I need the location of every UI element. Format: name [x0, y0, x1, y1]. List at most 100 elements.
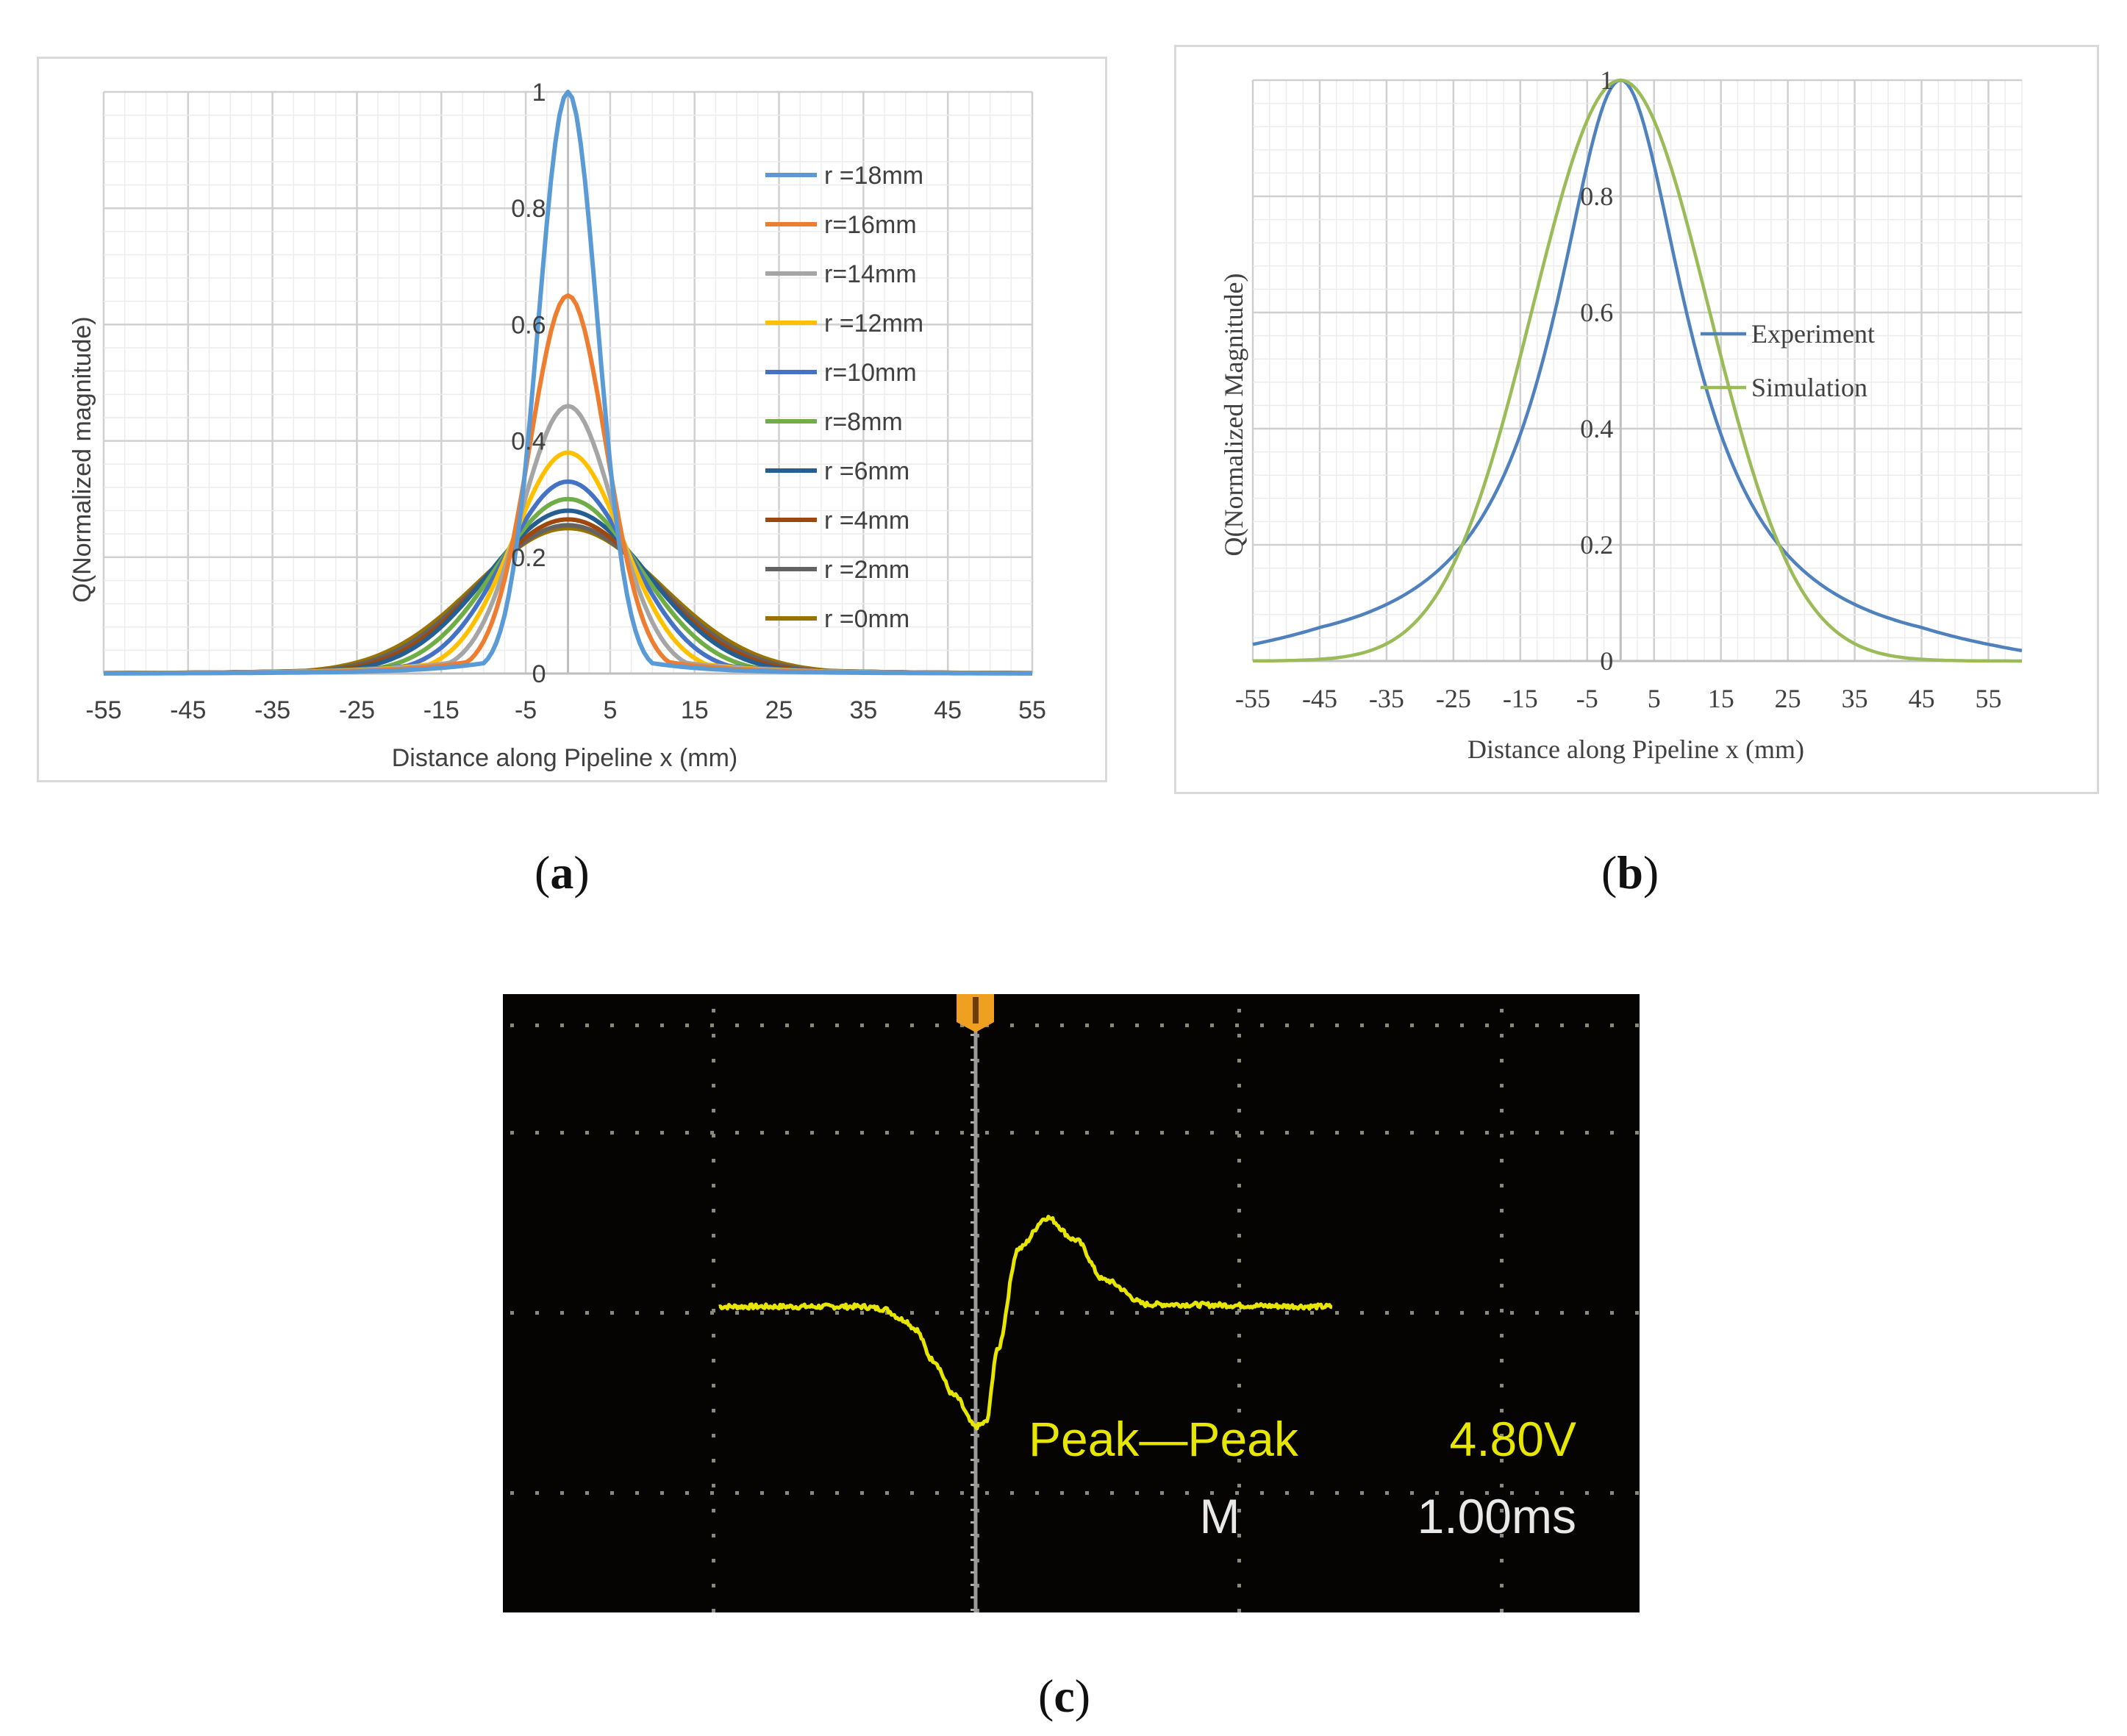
legend-label: Experiment [1751, 319, 1875, 349]
grid-dot [885, 1131, 889, 1135]
grid-dot [1260, 1131, 1264, 1135]
grid-dot [1485, 1491, 1489, 1495]
grid-dot [1237, 1584, 1241, 1587]
grid-dot [1237, 1309, 1241, 1312]
center-tick [970, 1584, 974, 1586]
center-tick [970, 1184, 974, 1186]
grid-dot [860, 1491, 864, 1495]
grid-dot [1260, 1311, 1264, 1315]
y-tick-label: 0.6 [511, 311, 546, 339]
grid-dot [1385, 1131, 1389, 1135]
grid-dot [1210, 1491, 1214, 1495]
grid-dot [1060, 1491, 1064, 1495]
grid-dot [685, 1311, 689, 1315]
grid-dot [1237, 1184, 1241, 1187]
grid-dot [1235, 1311, 1239, 1315]
center-tick [970, 1171, 974, 1174]
center-tick [970, 1309, 974, 1311]
grid-dot [1610, 1131, 1614, 1135]
grid-dot [1560, 1024, 1564, 1027]
grid-dot [885, 1024, 889, 1027]
grid-dot [712, 1284, 715, 1287]
grid-dot [1010, 1024, 1014, 1027]
grid-dot [1500, 1159, 1504, 1162]
grid-dot [1160, 1491, 1164, 1495]
grid-dot [510, 1311, 514, 1315]
grid-dot [1110, 1311, 1114, 1315]
center-tick [970, 1196, 974, 1199]
grid-dot [1335, 1024, 1339, 1027]
grid-dot [1410, 1491, 1414, 1495]
center-tick [970, 1071, 974, 1074]
grid-dot [635, 1131, 639, 1135]
center-tick [970, 1334, 974, 1336]
grid-dot [1010, 1491, 1014, 1495]
series-line-simulation [1252, 78, 2022, 663]
grid-dot [785, 1131, 789, 1135]
center-tick [970, 1434, 974, 1436]
center-tick [970, 1159, 974, 1161]
x-tick-label: 35 [1842, 684, 1868, 713]
grid-dot [1435, 1024, 1439, 1027]
grid-dot [860, 1024, 864, 1027]
grid-dot [1485, 1024, 1489, 1027]
legend-label: r=14mm [824, 260, 917, 288]
grid-dot [685, 1131, 689, 1135]
grid-dot [1500, 1584, 1504, 1587]
y-tick-label: 0.4 [1580, 414, 1613, 443]
center-tick [970, 1496, 974, 1499]
grid-dot [885, 1491, 889, 1495]
grid-dot [1585, 1131, 1589, 1135]
y-tick-label: 1 [532, 79, 546, 107]
legend-label: r=8mm [824, 408, 903, 436]
grid-dot [1500, 1009, 1504, 1012]
timebase-value: 1.00ms [1418, 1489, 1576, 1543]
grid-dot [610, 1491, 614, 1495]
grid-dot [1237, 1234, 1241, 1237]
grid-dot [712, 1034, 715, 1037]
grid-dot [760, 1131, 764, 1135]
grid-dot [1135, 1491, 1139, 1495]
grid-dot [1237, 1034, 1241, 1037]
grid-dot [1635, 1024, 1639, 1027]
grid-dot [1585, 1024, 1589, 1027]
grid-dot [1335, 1491, 1339, 1495]
grid-dot [1610, 1024, 1614, 1027]
grid-dot [1235, 1024, 1239, 1027]
chart-b-lines [1252, 78, 2023, 663]
grid-dot [712, 1059, 715, 1062]
grid-dot [1335, 1131, 1339, 1135]
chart-b-y-ticks: 0 0.2 0.4 0.6 0.8 1 [1580, 65, 1613, 676]
measurement-label: Peak—Peak [1029, 1412, 1299, 1466]
center-tick [970, 1571, 974, 1574]
grid-dot [712, 1159, 715, 1162]
chart-a-svg: -55 -45 -35 -25 -15 -5 5 15 25 35 45 55 00.20.40.60… [68, 79, 1046, 772]
center-tick [970, 1146, 974, 1149]
grid-dot [560, 1024, 564, 1027]
grid-dot [1360, 1024, 1364, 1027]
grid-dot [1237, 1059, 1241, 1062]
grid-dot [712, 1334, 715, 1337]
grid-dot [510, 1131, 514, 1135]
grid-dot [1410, 1131, 1414, 1135]
grid-dot [910, 1491, 914, 1495]
grid-dot [1635, 1311, 1639, 1315]
grid-dot [1237, 1609, 1241, 1612]
legend-label: r =2mm [824, 556, 909, 584]
grid-dot [1500, 1184, 1504, 1187]
x-tick-label: 5 [1648, 684, 1661, 713]
grid-dot [860, 1131, 864, 1135]
chart-b-grid [1251, 79, 2023, 662]
grid-dot [712, 1534, 715, 1537]
grid-dot [610, 1131, 614, 1135]
grid-dot [1500, 1309, 1504, 1312]
grid-dot [1500, 1359, 1504, 1362]
x-tick-label: -45 [1302, 684, 1337, 713]
grid-dot [1535, 1491, 1539, 1495]
grid-dot [1560, 1131, 1564, 1135]
x-tick-label: 55 [1018, 696, 1046, 724]
grid-dot [1185, 1491, 1189, 1495]
grid-dot [1237, 1459, 1241, 1462]
grid-dot [1500, 1384, 1504, 1387]
grid-dot [1310, 1311, 1314, 1315]
